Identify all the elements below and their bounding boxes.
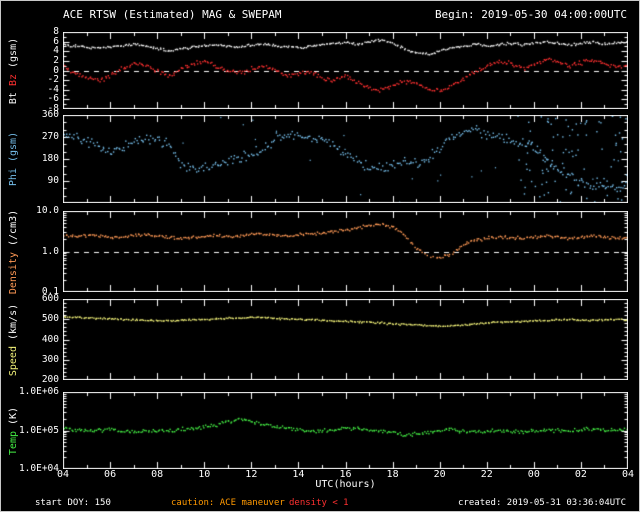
y-axis-label-part: Speed: [8, 345, 20, 376]
y-tick-label-mag: -8: [47, 103, 59, 114]
y-tick-label-mag: 8: [53, 26, 59, 37]
y-axis-label-part: Phi: [8, 168, 19, 187]
y-tick-label-density: 10.0: [36, 205, 59, 216]
y-tick-label-temp: 1.0E+05: [18, 424, 59, 436]
y-axis-label-part: (km/s): [8, 303, 20, 346]
x-tick-label: 14: [292, 469, 305, 480]
x-tick-label: 00: [527, 469, 540, 480]
begin-timestamp: Begin: 2019-05-30 04:00:00UTC: [434, 8, 627, 21]
y-axis-label-text: Phi (gsm): [8, 131, 19, 187]
y-tick-label-mag: -2: [47, 74, 59, 86]
y-tick-label-speed: 600: [41, 293, 59, 304]
plot-canvas-phi: [63, 115, 628, 203]
panel-phi: [63, 115, 628, 203]
y-tick-label-phi: 270: [41, 131, 59, 142]
y-tick-label-mag: 0: [53, 64, 59, 76]
y-axis-label-temp: Temp (K): [1, 392, 27, 469]
x-tick-label: 12: [245, 469, 258, 480]
header: ACE RTSW (Estimated) MAG & SWEPAM Begin:…: [63, 9, 627, 21]
y-axis-label-part: (gsm): [8, 131, 19, 169]
y-tick-label-mag: 2: [53, 54, 59, 66]
created-timestamp: created: 2019-05-31 03:36:04UTC: [458, 498, 626, 508]
start-doy-label: start DOY: 150: [35, 498, 111, 508]
y-tick-label-phi: 360: [41, 109, 59, 120]
plot-canvas-temp: [63, 392, 628, 469]
y-axis-label-phi: Phi (gsm): [1, 115, 27, 203]
y-tick-label-speed: 400: [41, 333, 59, 345]
y-tick-label-speed: 200: [41, 374, 59, 385]
y-axis-label-text: Density (/cm3): [8, 209, 19, 294]
x-tick-label: 20: [433, 469, 446, 480]
y-axis-label-text: Temp (K): [8, 406, 19, 455]
caution-note: caution: ACE maneuver: [171, 498, 285, 508]
y-axis-label-part: Bt: [8, 91, 20, 104]
y-axis-label-part: Temp: [8, 430, 19, 455]
caution-density-note: density < 1: [289, 498, 349, 508]
panel-density: [63, 211, 628, 292]
y-tick-label-phi: 180: [41, 153, 59, 164]
x-tick-label: 18: [386, 469, 399, 480]
x-tick-label: 04: [621, 469, 635, 480]
plot-canvas-mag: [63, 32, 628, 109]
x-tick-label: 10: [198, 469, 211, 480]
x-axis-title: UTC(hours): [315, 479, 376, 490]
y-tick-label-mag: -4: [47, 83, 59, 95]
y-tick-label-density: 0.1: [41, 286, 59, 297]
y-axis-label-part: Density: [8, 251, 19, 294]
x-tick-label: 22: [480, 469, 493, 480]
panel-temp: [63, 392, 628, 469]
x-tick-label: 06: [104, 469, 117, 480]
y-axis-label-density: Density (/cm3): [1, 209, 27, 294]
y-tick-label-speed: 300: [41, 353, 59, 365]
y-tick-label-density: 1.0: [41, 245, 59, 257]
plot-title: ACE RTSW (Estimated) MAG & SWEPAM: [63, 8, 282, 21]
y-tick-label-temp: 1.0E+06: [18, 386, 59, 397]
x-tick-label: 04: [56, 469, 70, 480]
y-axis-label-part: Bz: [8, 73, 20, 92]
y-tick-label-mag: -6: [47, 93, 59, 105]
plot-canvas-density: [63, 211, 628, 292]
y-axis-label-part: (/cm3): [8, 209, 19, 252]
panel-speed: [63, 299, 628, 380]
y-tick-label-phi: 90: [47, 175, 59, 186]
x-tick-label: 16: [339, 469, 352, 480]
y-axis-label-text: Bt Bz (gsm): [8, 37, 20, 104]
y-axis-label-part: (gsm): [8, 37, 20, 74]
panel-mag: [63, 32, 628, 109]
y-tick-label-mag: 6: [53, 35, 59, 47]
y-axis-label-mag: Bt Bz (gsm): [1, 32, 27, 109]
y-tick-label-speed: 500: [41, 313, 59, 325]
y-axis-label-text: Speed (km/s): [8, 303, 20, 376]
plot-canvas-speed: [63, 299, 628, 380]
y-tick-label-temp: 1.0E+04: [18, 463, 59, 474]
x-tick-label: 02: [574, 469, 587, 480]
x-tick-label: 08: [151, 469, 164, 480]
y-axis-label-part: (K): [8, 406, 19, 431]
y-tick-label-mag: 4: [53, 45, 59, 57]
y-axis-label-speed: Speed (km/s): [1, 299, 27, 380]
